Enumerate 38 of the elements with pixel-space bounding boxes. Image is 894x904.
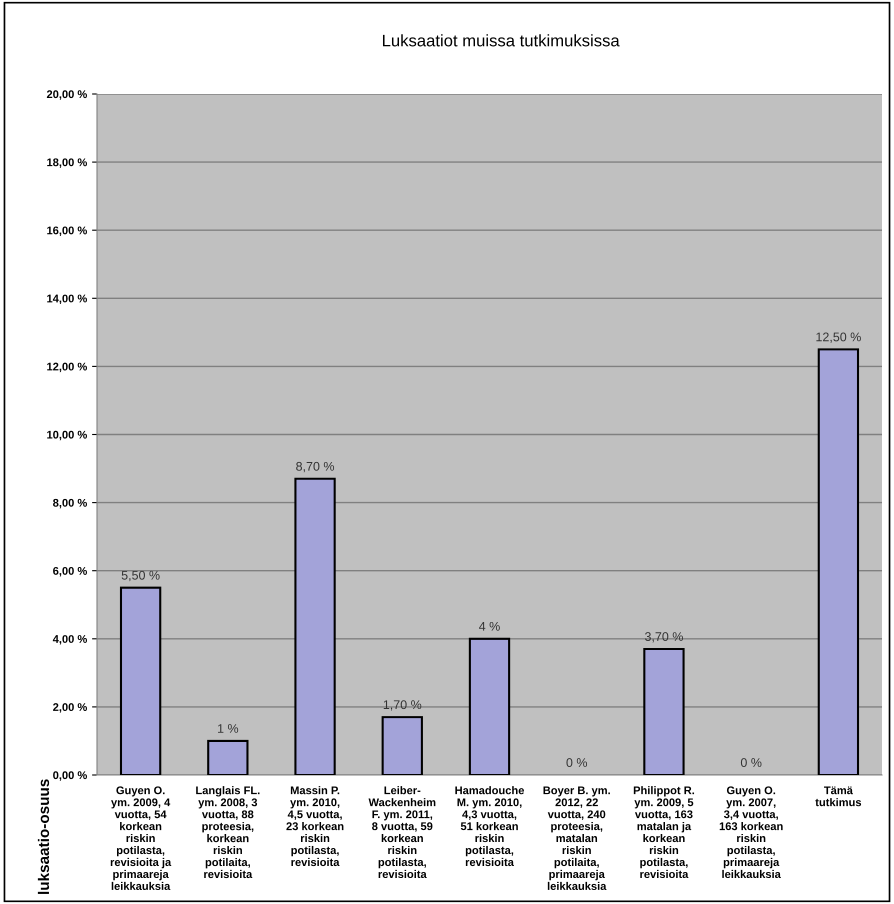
category-label: Guyen O. ym. 2009, 4 vuotta, 54 korkean riskin potilasta, revisioita ja primaareja leikkauksia [110, 786, 172, 890]
bar [207, 740, 249, 775]
data-label: 5,50 % [122, 570, 160, 582]
bar [468, 638, 510, 775]
y-tick-label: 12,00 % [47, 362, 87, 372]
y-tick-label: 10,00 % [47, 430, 87, 440]
y-tick-label: 18,00 % [47, 158, 87, 168]
x-tick-label: Tämä tutkimus [815, 786, 862, 806]
y-tick-label: 6,00 % [53, 566, 87, 576]
x-tick-label: Philippot R. ym. 2009, 5 vuotta, 163 matalan ja korkean riskin potilasta, revisioita [634, 786, 694, 878]
x-tick-label: Hamadouche M. ym. 2010, 4,3 vuotta, 51 korkean riskin potilasta, revisioita [455, 786, 524, 866]
x-tick-label: Leiber- Wackenheim F. ym. 2011, 8 vuotta, 59 korkean riskin potilasta, revisioita [368, 786, 436, 878]
x-tick-label: Langlais FL. ym. 2008, 3 vuotta, 88 proteesia, korkean riskin potilaita, revisioita [196, 786, 260, 878]
y-tick-label: 14,00 % [47, 294, 87, 304]
bar [294, 478, 336, 775]
data-label: 1,70 % [384, 700, 422, 711]
bar [643, 648, 685, 775]
data-label: 8,70 % [296, 462, 334, 472]
y-axis-title: luksaatio-osuus [38, 779, 50, 894]
y-tick-label: 2,00 % [53, 703, 87, 713]
data-label: 4 % [479, 622, 500, 631]
data-label: 12,50 % [816, 332, 861, 343]
data-label: 3,70 % [644, 632, 683, 642]
y-tick-label: 8,00 % [53, 498, 87, 508]
y-tick-label: 16,00 % [47, 226, 87, 236]
x-tick-label: Massin P. ym. 2010, 4,5 vuotta, 23 korkean riskin potilasta, revisioita [286, 786, 344, 866]
category-label: Boyer B. ym. 2012, 22 vuotta, 240 proteesia, matalan riskin potilaita, primaareja leikkauksia [544, 786, 610, 890]
bar [818, 348, 860, 775]
bar [120, 586, 162, 775]
y-tick-label: 20,00 % [46, 90, 87, 100]
bar [382, 716, 423, 775]
y-tick-label: 4,00 % [52, 635, 87, 645]
data-label: 0 % [740, 758, 762, 767]
x-tick-label: Guyen O. ym. 2007, 3,4 vuotta, 163 korkean riskin potilasta, primaareja leikkauksia [720, 786, 783, 878]
data-label: 0 % [566, 758, 588, 767]
chart-title: Luksaatiot muissa tutkimuksissa [382, 34, 620, 46]
y-tick-label: 0,00 % [53, 771, 87, 781]
data-label: 1 % [218, 724, 238, 733]
